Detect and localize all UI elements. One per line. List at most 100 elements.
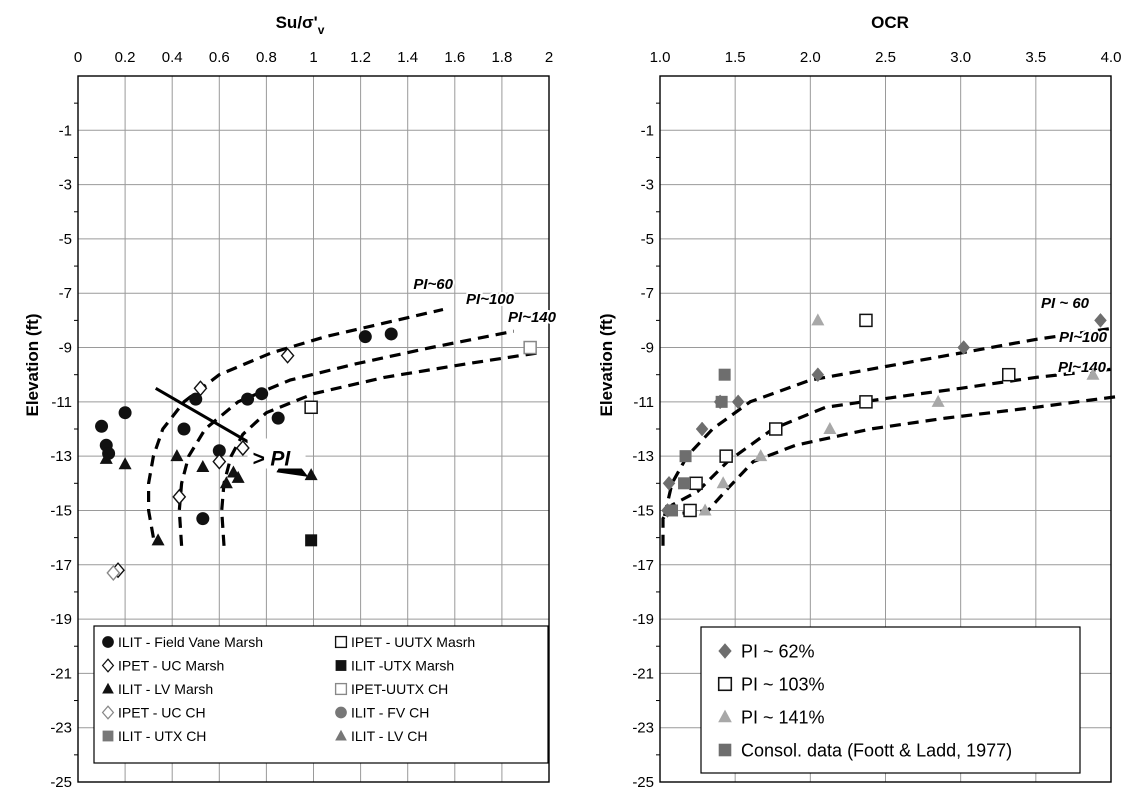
data-point [280, 347, 295, 364]
y-tick-label: -25 [632, 774, 654, 788]
legend-item-ilit-lv-ch: ILIT - LV CH [335, 728, 428, 744]
data-point [212, 444, 226, 458]
y-tick-label: -13 [50, 448, 72, 465]
curve-label-pi-140: PI~140 [508, 309, 557, 326]
y-tick-label: -15 [632, 502, 654, 519]
y-tick-label: -21 [632, 665, 654, 682]
trend-curve-pi-140 [682, 394, 1119, 515]
y-tick-label: -1 [59, 122, 72, 139]
legend-marker [718, 709, 732, 723]
legend-marker-diamond [718, 643, 732, 659]
legend-marker-diamond-open [101, 705, 115, 720]
curve-label-pi-100: PI~100 [1059, 329, 1108, 346]
legend-marker [102, 636, 114, 648]
y-tick-label: -17 [50, 557, 72, 574]
legend-item-ipet-uc-marsh: IPET - UC Marsh [101, 658, 224, 674]
legend-label: ILIT - FV CH [351, 705, 429, 721]
y-tick-label: -11 [633, 394, 654, 411]
data-point [358, 330, 372, 344]
x-tick-label: 1.4 [397, 49, 418, 66]
series-ilit-field-vane-marsh [95, 327, 398, 526]
y-tick-label: -9 [641, 340, 654, 357]
y-tick-label: -3 [641, 177, 654, 194]
curve-label-pi-140: PI~140 [1058, 359, 1107, 376]
data-point [695, 421, 709, 437]
data-point [957, 340, 971, 355]
plot-frame [77, 75, 550, 783]
data-point [689, 476, 703, 491]
trend-curve-pi-60 [662, 326, 1112, 517]
legend-marker-square [102, 730, 114, 742]
data-point [384, 327, 398, 341]
legend-label: PI ~ 62% [741, 641, 815, 661]
legend-marker [718, 743, 732, 757]
legend-box [93, 625, 549, 764]
y-axis-label: Elevation (ft) [23, 314, 42, 417]
y-tick-label: -11 [51, 394, 72, 411]
data-point [118, 457, 132, 470]
legend-marker [102, 730, 114, 742]
legend-label: IPET-UUTX CH [351, 681, 448, 697]
legend-marker [334, 682, 348, 696]
x-tick-label: 1.6 [444, 49, 465, 66]
chart-title-ocr: OCR [871, 13, 909, 32]
x-tick-label: 1 [309, 49, 317, 66]
y-tick-label: -15 [50, 502, 72, 519]
series-pi-141 [698, 313, 1100, 516]
legend-item-ilit-lv-marsh: ILIT - LV Marsh [102, 681, 213, 697]
legend-label: ILIT - LV Marsh [118, 681, 213, 697]
series-ipet-uc-ch [106, 564, 121, 581]
legend-label: PI ~ 103% [741, 674, 825, 694]
series-ipet-uutx-masrh [304, 400, 318, 415]
legend-marker-diamond-open [101, 658, 115, 673]
chart-title-subscript: v [318, 23, 325, 37]
legend-label: PI ~ 141% [741, 707, 825, 727]
legend-marker [335, 729, 347, 741]
data-point [1086, 367, 1100, 380]
y-tick-label: -7 [59, 285, 72, 302]
x-tick-label: 4.0 [1101, 49, 1122, 66]
data-point [698, 503, 712, 516]
data-point [662, 475, 676, 491]
x-tick-label: 1.2 [350, 49, 371, 66]
series-ilit-utx-marsh [305, 534, 318, 547]
data-point [811, 367, 825, 383]
data-point [683, 503, 697, 518]
legend-label: ILIT - LV CH [351, 728, 428, 744]
data-point [731, 394, 745, 410]
data-point [719, 449, 733, 463]
trend-curve-pi-60 [147, 307, 444, 538]
x-tick-label: 0 [74, 49, 82, 66]
curve-label-pi-60: PI~60 [413, 276, 453, 293]
data-point [231, 470, 245, 483]
x-tick-label: 1.0 [650, 49, 671, 66]
data-point [1094, 313, 1107, 328]
y-tick-label: -13 [632, 448, 654, 465]
data-point [255, 387, 269, 401]
data-point [931, 394, 945, 407]
y-tick-label: -1 [641, 122, 654, 139]
curve-label-pi-60: PI ~ 60 [1041, 295, 1090, 312]
curve-label-pi-100: PI~100 [466, 291, 515, 308]
x-tick-label: 2.0 [800, 49, 821, 66]
legend-marker-square [718, 743, 732, 757]
legend-item-ipet-uutx-ch: IPET-UUTX CH [334, 681, 448, 697]
data-point [151, 533, 165, 546]
data-point [193, 380, 208, 397]
legend-item-ipet-uutx-masrh: IPET - UUTX Masrh [334, 634, 475, 650]
y-tick-label: -7 [641, 285, 654, 302]
right-panel: OCR Elevation (ft) 1.0 1.5 2.0 2.5 3.0 3.5 4.0… [597, 13, 1121, 788]
series-pi-103 [683, 313, 1016, 518]
x-tick-label: 3.0 [950, 49, 971, 66]
x-tick-label: 0.2 [115, 49, 136, 66]
legend-label: IPET - UC Marsh [118, 658, 224, 674]
y-tick-label: -17 [632, 557, 654, 574]
data-point [754, 449, 768, 462]
x-tick-label: 0.8 [256, 49, 277, 66]
data-point [241, 392, 255, 406]
y-tick-label: -5 [641, 231, 654, 248]
legend-label: ILIT - Field Vane Marsh [118, 634, 263, 650]
legend-item-pi-62: PI ~ 62% [718, 641, 815, 661]
x-tick-label: 1.5 [725, 49, 746, 66]
y-tick-label: -19 [50, 611, 72, 628]
